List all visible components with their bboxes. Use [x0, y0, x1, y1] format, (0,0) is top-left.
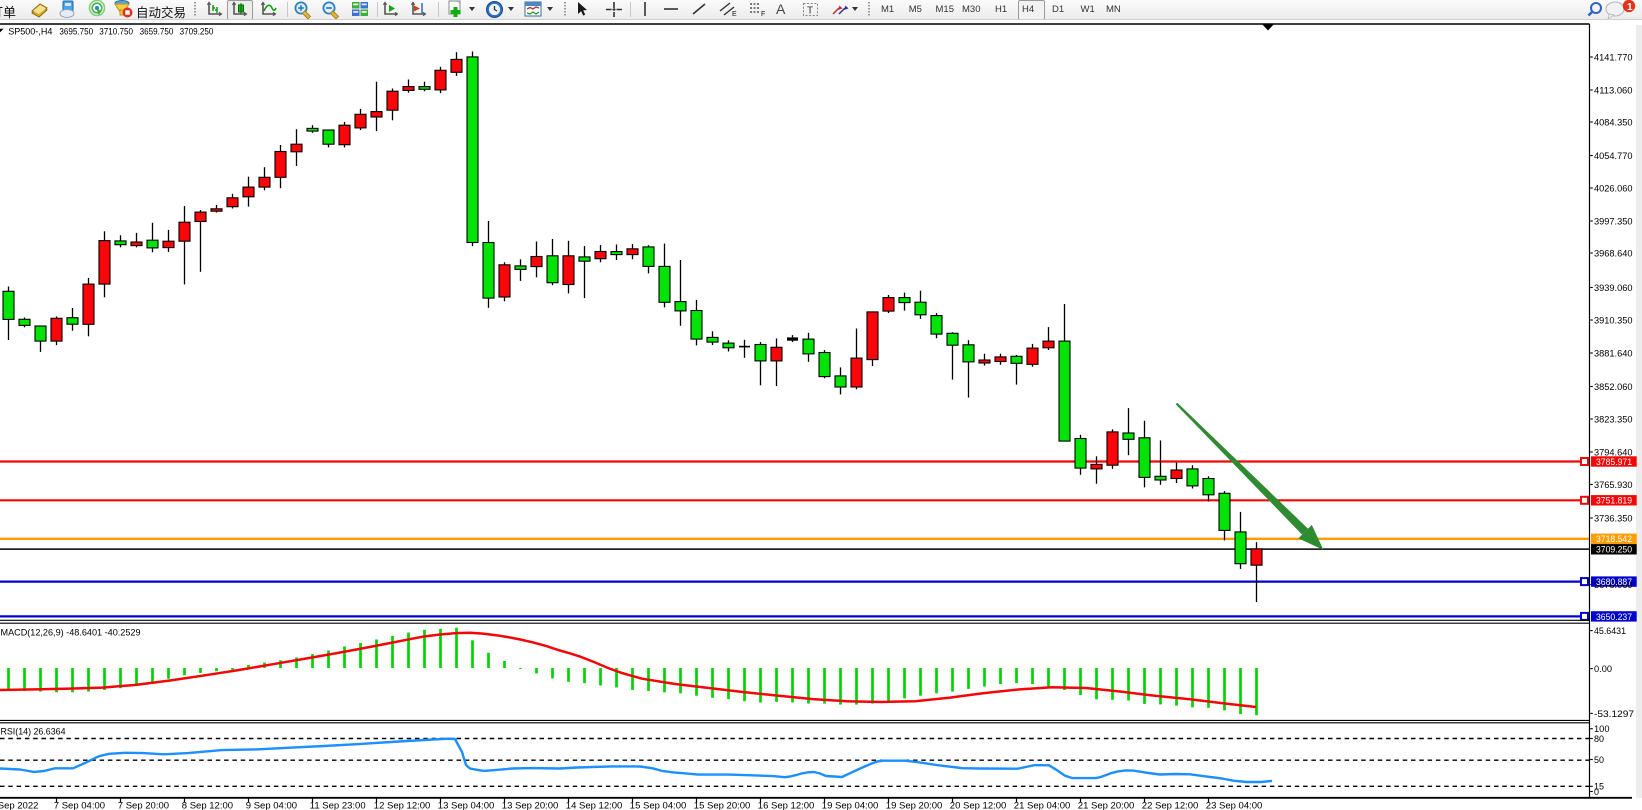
- svg-text:14 Sep 12:00: 14 Sep 12:00: [566, 800, 623, 810]
- svg-text:4026.060: 4026.060: [1594, 183, 1633, 194]
- svg-text:3650.237: 3650.237: [1596, 612, 1632, 623]
- svg-text:0.00: 0.00: [1594, 664, 1612, 675]
- svg-text:3997.350: 3997.350: [1594, 216, 1633, 227]
- svg-text:1: 1: [1627, 2, 1633, 13]
- svg-text:3823.350: 3823.350: [1594, 414, 1633, 425]
- svg-text:21 Sep 04:00: 21 Sep 04:00: [1014, 800, 1071, 810]
- svg-text:3939.060: 3939.060: [1594, 283, 1633, 294]
- svg-text:E: E: [732, 11, 737, 18]
- svg-text:20 Sep 12:00: 20 Sep 12:00: [950, 800, 1007, 810]
- svg-text:3695.750: 3695.750: [59, 26, 93, 37]
- svg-text:7 Sep 20:00: 7 Sep 20:00: [118, 800, 169, 810]
- svg-text:3968.640: 3968.640: [1594, 248, 1633, 259]
- svg-text:3765.930: 3765.930: [1594, 480, 1633, 491]
- svg-text:RSI(14) 26.6364: RSI(14) 26.6364: [1, 726, 66, 737]
- svg-text:4141.770: 4141.770: [1594, 52, 1633, 63]
- svg-text:19 Sep 04:00: 19 Sep 04:00: [822, 800, 879, 810]
- svg-text:3680.887: 3680.887: [1596, 577, 1632, 588]
- svg-text:4054.770: 4054.770: [1594, 151, 1633, 162]
- svg-text:3910.350: 3910.350: [1594, 315, 1633, 326]
- svg-text:7 Sep 04:00: 7 Sep 04:00: [54, 800, 105, 810]
- svg-text:50: 50: [1594, 755, 1604, 766]
- svg-text:15 Sep 20:00: 15 Sep 20:00: [694, 800, 751, 810]
- svg-text:45.6431: 45.6431: [1594, 626, 1626, 637]
- svg-text:6 Sep 2022: 6 Sep 2022: [0, 800, 38, 810]
- svg-text:-53.1297: -53.1297: [1594, 709, 1634, 720]
- svg-text:80: 80: [1594, 734, 1604, 745]
- svg-text:3709.250: 3709.250: [180, 26, 214, 37]
- svg-text:3718.542: 3718.542: [1596, 534, 1632, 545]
- svg-text:4084.350: 4084.350: [1594, 117, 1633, 128]
- svg-text:SP500-,H4: SP500-,H4: [8, 26, 52, 37]
- svg-text:9 Sep 04:00: 9 Sep 04:00: [246, 800, 297, 810]
- svg-text:3794.640: 3794.640: [1594, 447, 1633, 458]
- svg-text:3709.250: 3709.250: [1596, 545, 1632, 556]
- svg-text:MACD(12,26,9) -48.6401 -40.252: MACD(12,26,9) -48.6401 -40.2529: [1, 628, 141, 639]
- svg-text:4113.060: 4113.060: [1594, 85, 1633, 96]
- svg-text:21 Sep 20:00: 21 Sep 20:00: [1078, 800, 1135, 810]
- svg-text:3659.750: 3659.750: [140, 26, 174, 37]
- svg-text:13 Sep 20:00: 13 Sep 20:00: [502, 800, 559, 810]
- svg-text:15 Sep 04:00: 15 Sep 04:00: [630, 800, 687, 810]
- svg-text:3736.350: 3736.350: [1594, 513, 1633, 524]
- svg-text:3751.819: 3751.819: [1596, 496, 1632, 507]
- svg-text:3785.971: 3785.971: [1596, 457, 1632, 468]
- svg-text:3710.750: 3710.750: [99, 26, 133, 37]
- svg-text:F: F: [761, 11, 765, 18]
- svg-text:12 Sep 12:00: 12 Sep 12:00: [374, 800, 431, 810]
- svg-text:3881.640: 3881.640: [1594, 348, 1633, 359]
- svg-text:T: T: [807, 6, 813, 17]
- svg-text:13 Sep 04:00: 13 Sep 04:00: [438, 800, 495, 810]
- svg-text:19 Sep 20:00: 19 Sep 20:00: [886, 800, 943, 810]
- svg-text:23 Sep 04:00: 23 Sep 04:00: [1206, 800, 1263, 810]
- svg-text:0: 0: [1594, 787, 1599, 798]
- svg-text:11 Sep 23:00: 11 Sep 23:00: [310, 800, 366, 810]
- svg-text:3852.060: 3852.060: [1594, 382, 1633, 393]
- svg-text:16 Sep 12:00: 16 Sep 12:00: [758, 800, 815, 810]
- svg-text:100: 100: [1594, 724, 1610, 735]
- svg-text:3678.060: 3678.060: [1594, 580, 1633, 591]
- svg-text:8 Sep 12:00: 8 Sep 12:00: [182, 800, 233, 810]
- svg-text:15: 15: [1594, 782, 1604, 793]
- svg-text:22 Sep 12:00: 22 Sep 12:00: [1142, 800, 1199, 810]
